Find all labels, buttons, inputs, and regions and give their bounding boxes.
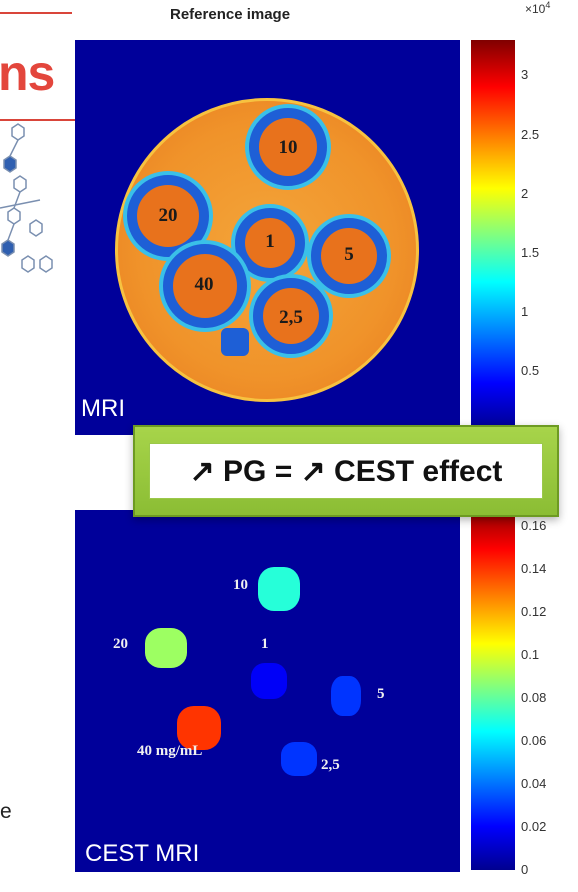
slide-text-fragment: e: [0, 800, 12, 823]
slide-fragment: ns e: [0, 0, 80, 892]
slide-title-fragment: ns: [0, 45, 55, 101]
cest-sample-blob: [177, 706, 221, 750]
colorbar-power: 4: [545, 0, 551, 10]
phantom-gap: [221, 328, 249, 356]
cest-sample-label: 20: [113, 636, 128, 652]
colorbar-tick-label: 3: [521, 67, 529, 82]
colorbar-exponent: ×104: [525, 0, 550, 16]
cest-sample-blob: [258, 567, 300, 611]
colorbar-tick-label: 0.08: [521, 690, 547, 705]
sample-label: 2,5: [279, 307, 303, 328]
cest-sample-label: 10: [233, 577, 248, 593]
mri-label: MRI: [81, 395, 125, 422]
cest-colorbar: [471, 505, 515, 870]
sample-label: 10: [278, 137, 298, 158]
sample-vial: [249, 108, 327, 186]
colorbar-tick-label: 2: [521, 186, 529, 201]
title-rule-top: [0, 12, 72, 14]
colorbar-multiplier: ×10: [525, 2, 546, 16]
sample-label: 1: [265, 231, 275, 252]
molecule-diagram: [0, 123, 53, 273]
reference-image-title: Reference image: [170, 6, 291, 23]
sample-label: 20: [158, 205, 178, 226]
colorbar-tick-label: 0.16: [521, 518, 547, 533]
cest-sample-blob: [281, 742, 317, 776]
callout-text: ↗ PG = ↗ CEST effect: [189, 454, 503, 488]
cest-sample-blob: [331, 676, 361, 716]
colorbar-tick-label: 0.04: [521, 776, 547, 791]
sample-vial: [253, 278, 329, 354]
colorbar-tick-label: 0.14: [521, 561, 547, 576]
colorbar-tick-label: 0.12: [521, 604, 547, 619]
colorbar-tick-label: 0.06: [521, 733, 547, 748]
colorbar-tick-label: 2.5: [521, 127, 540, 142]
callout-box: ↗ PG = ↗ CEST effect: [133, 425, 559, 517]
sample-vial: [311, 218, 387, 294]
sample-label: 40: [194, 274, 214, 295]
cest-sample-label: 40 mg/mL: [137, 743, 203, 759]
colorbar-tick-label: 0: [521, 862, 529, 877]
callout-inner: ↗ PG = ↗ CEST effect: [149, 443, 543, 499]
colorbar-tick-label: 0.5: [521, 363, 540, 378]
cest-sample-label: 2,5: [321, 757, 340, 773]
cest-sample-blob: [145, 628, 187, 668]
cest-sample-label: 5: [377, 686, 385, 702]
cest-sample-blob: [251, 663, 287, 699]
sample-vial: [127, 175, 209, 257]
reference-colorbar: [471, 40, 515, 430]
colorbar-tick-label: 1: [521, 304, 529, 319]
colorbar-tick-label: 0.02: [521, 819, 547, 834]
cest-mri-label: CEST MRI: [85, 840, 200, 867]
mri-reference-image: 10 20 1 5 40 2,5 MRI: [75, 40, 460, 435]
cest-mri-image: 10 20 1 5 40 mg/mL 2,5 CEST MRI: [75, 510, 460, 872]
cest-sample-label: 1: [261, 636, 269, 652]
sample-vial: [235, 208, 305, 278]
sample-label: 5: [344, 244, 354, 265]
title-rule-bottom: [0, 119, 78, 121]
sample-vial: [163, 244, 247, 328]
colorbar-tick-label: 0.1: [521, 647, 540, 662]
colorbar-tick-label: 1.5: [521, 245, 540, 260]
